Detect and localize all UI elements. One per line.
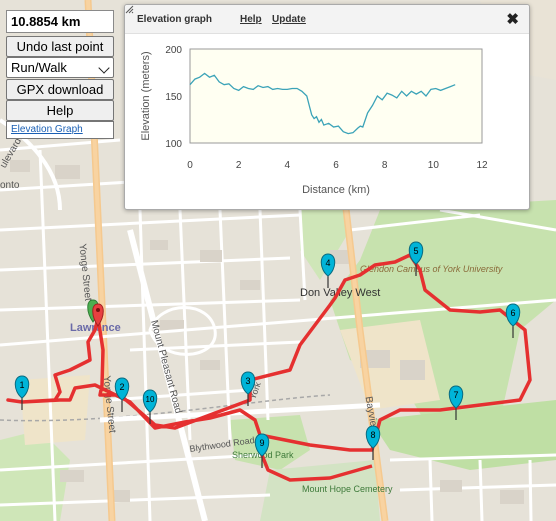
marker-label: 5 [413,246,418,256]
map-label-don-valley: Don Valley West [300,287,380,299]
marker-label: 6 [510,308,515,318]
park-area [370,400,556,470]
y-axis-label: Elevation (meters) [140,51,152,140]
close-icon[interactable]: ✖ [506,11,519,28]
route-marker-2[interactable]: 2 [114,377,130,412]
marker-pin-icon [142,389,158,413]
undo-last-point-button[interactable]: Undo last point [6,36,114,57]
marker-label: 2 [119,382,124,392]
x-tick-label: 8 [382,160,388,171]
map-label-glendon: Glendon Campus of York University [360,264,503,274]
marker-pin-icon [240,371,256,395]
marker-label: 3 [245,376,250,386]
y-tick-label: 200 [165,45,182,56]
route-marker-6[interactable]: 6 [505,303,521,338]
map-label-mount-hope: Mount Hope Cemetery [302,484,393,494]
y-tick-label: 100 [165,139,182,150]
chevron-down-icon [98,62,110,74]
marker-pin-icon [114,377,130,401]
marker-pin-icon [254,433,270,457]
marker-pin-icon [408,241,424,265]
marker-label: 10 [146,395,155,404]
marker-pin-icon [365,425,381,449]
elevation-graph-link-box: Elevation Graph [6,121,114,139]
rail-line [0,394,331,422]
marker-pin-icon [448,385,464,409]
elevation-popup-title: Elevation graph [137,14,213,25]
marker-label: 8 [370,430,375,440]
plot-area [189,48,483,144]
route-line [6,253,532,452]
marker-label: 1 [19,380,24,390]
elevation-chart: 0 2 4 6 8 10 12 100 150 200 Distance (km) Elevati… [140,45,488,196]
elevation-help-link[interactable]: Help [240,14,262,25]
marker-pin-icon [320,253,336,277]
activity-mode-select[interactable]: Run/Walk [6,57,114,78]
help-button[interactable]: Help [6,100,114,121]
route-marker-1[interactable]: 1 [14,375,30,410]
marker-pin-icon [14,375,30,399]
elevation-graph-link[interactable]: Elevation Graph [11,124,83,135]
route-marker-4[interactable]: 4 [320,253,336,288]
gpx-download-button[interactable]: GPX download [6,79,114,100]
cemetery-area [260,460,380,521]
x-tick-label: 12 [476,160,488,171]
x-tick-label: 2 [236,160,242,171]
x-tick-label: 10 [428,160,440,171]
elevation-update-link[interactable]: Update [272,14,306,25]
route-marker-7[interactable]: 7 [448,385,464,420]
route-marker-8[interactable]: 8 [365,425,381,460]
elevation-popup-header[interactable]: Elevation graph Help Update ✖ [125,5,529,34]
x-tick-label: 6 [333,160,339,171]
elevation-popup: Elevation graph Help Update ✖ 0 2 4 6 8 10 12 1… [124,4,530,210]
y-tick-label: 150 [165,92,182,103]
marker-label: 4 [325,258,330,268]
marker-pin-icon [505,303,521,327]
route-marker-3[interactable]: 3 [240,371,256,406]
crescent-road [148,306,217,356]
map-label-toronto: onto [0,180,20,191]
elevation-series-line [189,72,456,135]
route-start-marker[interactable] [87,299,104,327]
campus-area [20,375,90,445]
building-blocks [10,160,524,504]
route-marker-9[interactable]: 9 [254,433,270,468]
route-marker-10[interactable]: 10 [142,389,158,424]
route-marker-5[interactable]: 5 [408,241,424,276]
resize-handle-icon[interactable] [125,5,134,14]
marker-label: 9 [259,438,264,448]
x-tick-label: 4 [285,160,291,171]
activity-mode-value: Run/Walk [11,60,67,75]
x-tick-label: 0 [187,160,193,171]
marker-label: 7 [453,390,458,400]
x-axis-label: Distance (km) [302,184,370,196]
distance-readout: 10.8854 km [6,10,114,33]
